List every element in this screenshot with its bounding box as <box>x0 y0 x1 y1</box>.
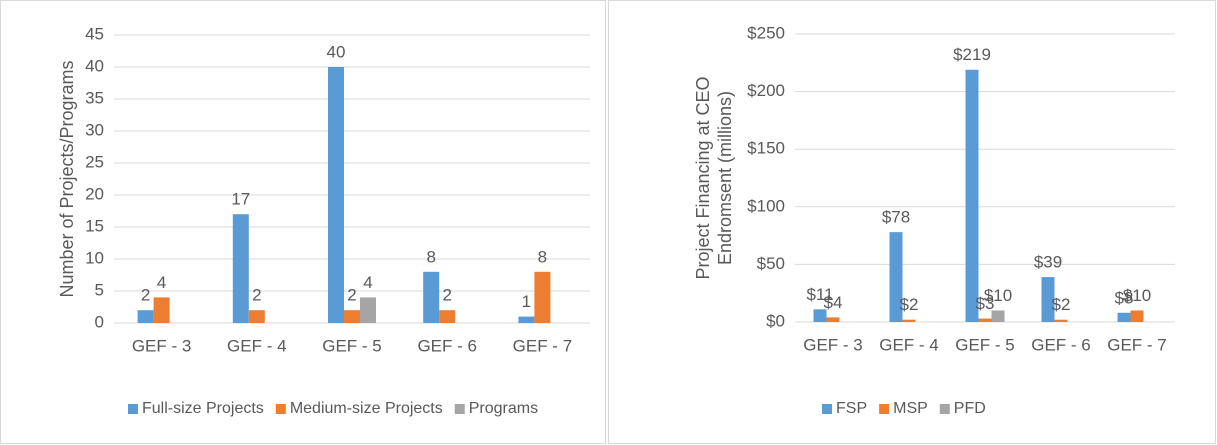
x-tick-label: GEF - 7 <box>513 336 573 355</box>
chart-frame <box>0 0 606 444</box>
x-tick-label: GEF - 5 <box>322 336 382 355</box>
legend-swatch <box>454 404 465 414</box>
bar <box>328 67 344 323</box>
data-label: $10 <box>984 286 1012 305</box>
data-label: 17 <box>231 190 250 209</box>
y-axis-title: Project Financing at CEO <box>693 76 713 279</box>
legend-label: FSP <box>836 400 867 417</box>
y-tick-label: 40 <box>85 56 104 75</box>
y-tick-label: $0 <box>766 311 785 330</box>
data-label: 8 <box>426 247 435 266</box>
legend-swatch <box>879 404 890 414</box>
y-tick-label: 35 <box>85 88 104 107</box>
chart-frame <box>608 0 1216 444</box>
bar <box>137 310 154 323</box>
data-label: 1 <box>522 292 531 311</box>
bar <box>1054 319 1068 322</box>
bar <box>232 214 249 323</box>
legend-swatch <box>128 404 138 414</box>
bar <box>360 297 376 323</box>
legend-label: Medium-size Projects <box>290 400 443 417</box>
legend-swatch <box>939 404 950 414</box>
bar <box>902 319 916 322</box>
y-axis-title: Endromsent (millions) <box>715 91 735 265</box>
y-tick-label: $100 <box>747 196 785 215</box>
y-tick-label: 30 <box>85 120 104 139</box>
bar <box>153 297 170 323</box>
y-tick-label: $200 <box>747 81 785 100</box>
data-label: 4 <box>363 273 372 292</box>
x-tick-label: GEF - 4 <box>227 336 287 355</box>
y-tick-label: $250 <box>747 23 785 42</box>
x-tick-label: GEF - 3 <box>132 336 192 355</box>
x-tick-label: GEF - 4 <box>879 335 939 354</box>
data-label: $3 <box>976 294 995 313</box>
data-label: 4 <box>157 273 166 292</box>
bar <box>518 316 535 323</box>
bar <box>813 309 827 322</box>
data-label: 8 <box>538 247 547 266</box>
bar <box>978 318 992 322</box>
bar <box>1041 277 1055 322</box>
bar <box>439 310 456 323</box>
bar <box>991 310 1005 322</box>
bar <box>1130 310 1144 322</box>
data-label: $11 <box>806 285 833 304</box>
x-tick-label: GEF - 5 <box>955 335 1015 354</box>
data-label: $4 <box>824 293 843 312</box>
x-tick-label: GEF - 7 <box>1107 335 1167 354</box>
data-label: $39 <box>1034 253 1062 272</box>
data-label: 2 <box>347 286 356 305</box>
bar <box>344 310 360 323</box>
bar <box>965 69 979 322</box>
legend-label: Programs <box>469 400 538 417</box>
y-tick-label: 0 <box>95 312 104 331</box>
data-label: $78 <box>882 208 910 227</box>
legend-swatch <box>275 404 286 414</box>
legend-label: Full-size Projects <box>142 400 264 417</box>
data-label: 40 <box>327 42 346 61</box>
legend-label: MSP <box>893 400 928 417</box>
y-tick-label: 15 <box>85 216 104 235</box>
bar <box>423 271 440 323</box>
bar <box>826 317 840 322</box>
y-tick-label: 45 <box>85 24 104 43</box>
data-label: $2 <box>900 295 919 314</box>
y-tick-label: 5 <box>95 280 104 299</box>
data-label: $219 <box>953 45 991 64</box>
y-tick-label: $50 <box>757 254 785 273</box>
x-tick-label: GEF - 6 <box>1031 335 1091 354</box>
y-tick-label: 25 <box>85 152 104 171</box>
bar <box>889 232 903 322</box>
legend-swatch <box>822 404 832 414</box>
x-tick-label: GEF - 6 <box>417 336 477 355</box>
x-tick-label: GEF - 3 <box>803 335 863 354</box>
y-tick-label: 10 <box>85 248 104 267</box>
y-tick-label: 20 <box>85 184 104 203</box>
y-axis-title: Number of Projects/Programs <box>57 60 77 297</box>
bar <box>1117 312 1131 322</box>
data-label: 2 <box>252 286 261 305</box>
data-label: 2 <box>141 286 150 305</box>
bar <box>248 310 265 323</box>
data-label: 2 <box>442 286 451 305</box>
data-label: $2 <box>1052 295 1071 314</box>
y-tick-label: $150 <box>747 139 785 158</box>
data-label: $10 <box>1123 286 1151 305</box>
data-label: $8 <box>1115 288 1134 307</box>
legend-label: PFD <box>954 400 986 417</box>
bar <box>534 271 551 323</box>
